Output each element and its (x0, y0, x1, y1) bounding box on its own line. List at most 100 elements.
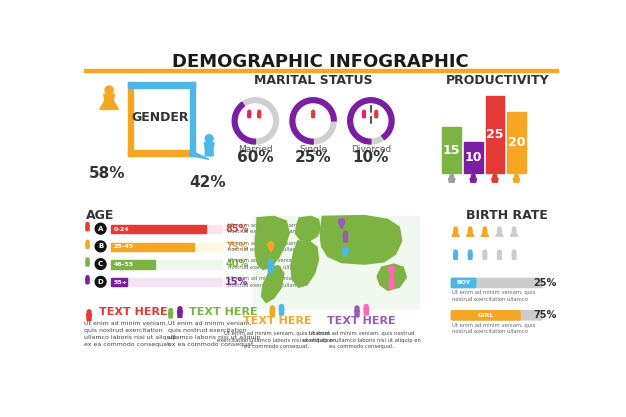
Circle shape (95, 276, 106, 287)
Polygon shape (496, 233, 503, 236)
Bar (253, 216, 419, 308)
Circle shape (296, 104, 330, 138)
Bar (128, 150, 195, 156)
Polygon shape (190, 150, 209, 159)
Text: Ut enim ad minim veniam, quis
nostrud exercitation ullamco: Ut enim ad minim veniam, quis nostrud ex… (453, 323, 536, 334)
Polygon shape (247, 113, 251, 116)
Circle shape (389, 266, 395, 273)
Text: 60%: 60% (237, 150, 274, 165)
Polygon shape (88, 281, 89, 284)
Polygon shape (389, 281, 394, 285)
Polygon shape (178, 314, 180, 317)
Polygon shape (513, 178, 520, 182)
Bar (111, 260, 222, 269)
Text: BOY: BOY (456, 281, 471, 286)
Polygon shape (178, 311, 182, 314)
Text: Ut enim ad minim veniam, quis
nostrud exercitation ullamco: Ut enim ad minim veniam, quis nostrud ex… (228, 258, 311, 270)
Text: GIRL: GIRL (478, 313, 494, 318)
Wedge shape (348, 98, 394, 144)
Polygon shape (389, 285, 391, 289)
Text: 58%: 58% (88, 166, 125, 181)
Circle shape (513, 227, 516, 230)
Circle shape (95, 259, 106, 269)
Bar (84, 69, 558, 72)
Polygon shape (357, 314, 359, 317)
Wedge shape (290, 98, 336, 144)
Circle shape (498, 227, 501, 230)
Polygon shape (100, 100, 118, 109)
Text: Single: Single (299, 145, 327, 154)
Polygon shape (392, 285, 394, 289)
Polygon shape (88, 264, 89, 266)
Polygon shape (268, 264, 274, 269)
Text: 46-55: 46-55 (114, 262, 134, 267)
Circle shape (339, 219, 345, 225)
Text: Ut enim ad minim veniam,
quis nostrud exercitation
ullamco laboris nisi ut aliqu: Ut enim ad minim veniam, quis nostrud ex… (85, 321, 177, 347)
Wedge shape (232, 102, 255, 144)
Polygon shape (249, 116, 250, 118)
FancyBboxPatch shape (451, 311, 520, 320)
Polygon shape (86, 261, 90, 264)
Polygon shape (389, 272, 394, 276)
Text: 10%: 10% (352, 150, 389, 165)
Polygon shape (210, 149, 213, 156)
Polygon shape (86, 243, 90, 246)
Polygon shape (255, 216, 289, 269)
Polygon shape (485, 256, 486, 259)
Circle shape (354, 104, 388, 138)
Polygon shape (86, 281, 88, 284)
Bar (111, 225, 205, 233)
Polygon shape (88, 228, 89, 231)
Polygon shape (377, 264, 406, 290)
Text: 25-45: 25-45 (114, 244, 134, 249)
Polygon shape (271, 269, 274, 273)
Polygon shape (346, 239, 347, 242)
Circle shape (483, 227, 486, 230)
Polygon shape (87, 317, 89, 320)
Text: Ut enim ad minim veniam, quis
nostrud exercitation ullamco: Ut enim ad minim veniam, quis nostrud ex… (228, 241, 311, 252)
Polygon shape (312, 113, 315, 116)
Bar (111, 243, 194, 251)
Text: PRODUCTIVITY: PRODUCTIVITY (446, 74, 550, 87)
Text: 42%: 42% (189, 175, 226, 190)
Circle shape (95, 223, 106, 234)
Polygon shape (270, 310, 275, 314)
Polygon shape (339, 224, 344, 229)
Circle shape (312, 110, 314, 113)
Polygon shape (89, 317, 91, 320)
Circle shape (169, 309, 172, 312)
Polygon shape (512, 256, 514, 259)
Circle shape (205, 135, 213, 143)
Text: BIRTH RATE: BIRTH RATE (466, 209, 548, 222)
Polygon shape (320, 216, 402, 264)
Text: 75%: 75% (533, 310, 557, 320)
Polygon shape (448, 178, 455, 182)
Polygon shape (86, 226, 90, 228)
Bar (111, 225, 222, 233)
Polygon shape (86, 228, 88, 231)
Circle shape (258, 110, 260, 113)
Circle shape (512, 250, 516, 254)
Polygon shape (258, 116, 259, 118)
Text: Ut enim ad minim veniam, quis
nostrud exercitation ullamco: Ut enim ad minim veniam, quis nostrud ex… (228, 223, 311, 234)
Polygon shape (262, 266, 284, 303)
Circle shape (270, 306, 274, 310)
Circle shape (483, 250, 486, 254)
Circle shape (450, 174, 454, 178)
Polygon shape (470, 178, 476, 182)
Text: Divorced: Divorced (351, 145, 391, 154)
Circle shape (454, 250, 458, 254)
Polygon shape (498, 256, 500, 259)
Polygon shape (468, 254, 473, 256)
Text: 15%: 15% (225, 277, 249, 287)
Polygon shape (375, 116, 376, 118)
Polygon shape (86, 246, 88, 248)
Polygon shape (259, 116, 260, 118)
Circle shape (389, 276, 394, 281)
Polygon shape (364, 312, 366, 315)
Polygon shape (452, 233, 459, 236)
Polygon shape (456, 256, 458, 259)
Circle shape (493, 174, 497, 178)
Bar (111, 260, 155, 269)
Text: B: B (98, 244, 103, 249)
